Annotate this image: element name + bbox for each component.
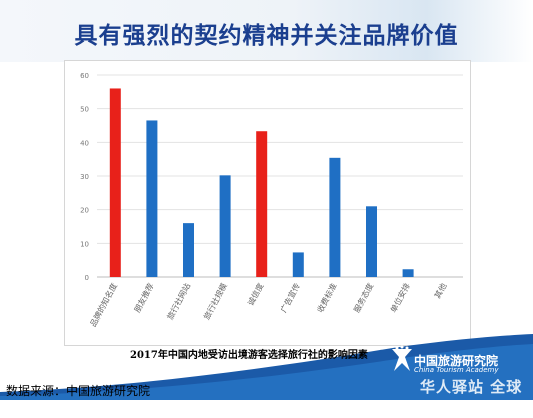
academy-name-en: China Tourism Academy: [414, 366, 499, 374]
y-tick-label: 50: [80, 106, 89, 114]
bar: [146, 120, 158, 277]
bar: [219, 175, 231, 277]
bar: [292, 252, 304, 277]
x-tick-label: 单位安排: [388, 281, 412, 314]
x-tick-label: 品牌的知名度: [88, 281, 119, 328]
y-tick-label: 40: [80, 139, 89, 147]
academy-name-cn: 中国旅游研究院: [414, 354, 499, 368]
x-tick-label: 旅行社规模: [201, 281, 229, 321]
x-tick-label: 诚信度: [245, 281, 265, 307]
y-tick-label: 10: [80, 240, 89, 248]
bar: [402, 269, 414, 277]
chart-caption: 2017年中国内地受访出境游客选择旅行社的影响因素: [130, 350, 368, 361]
bar: [256, 131, 268, 277]
x-tick-label: 收费标准: [315, 281, 339, 314]
page-title: 具有强烈的契约精神并关注品牌价值: [74, 22, 459, 49]
bar: [329, 157, 341, 277]
bar-chart: 0 10 20 30 40 50 60 品牌的知名度 朋友推荐 旅行社网站 旅行社规模 诚信度 广告宣传…: [80, 72, 463, 328]
x-tick-label: 朋友推荐: [132, 281, 156, 314]
y-tick-label: 30: [80, 173, 89, 181]
x-tick-label: 旅行社网站: [165, 281, 193, 321]
header-band: [0, 0, 533, 62]
watermark: 华人驿站 全球通: [420, 378, 523, 417]
data-source: 数据来源：中国旅游研究院: [6, 384, 151, 398]
x-tick-label: 服务态度: [351, 281, 375, 314]
x-tick-label: 广告宣传: [278, 281, 302, 314]
y-tick-label: 20: [80, 207, 89, 215]
y-tick-label: 60: [80, 72, 89, 80]
academy-logo-icon: [392, 345, 412, 371]
x-tick-label: 其他: [432, 281, 448, 300]
y-tick-label: 0: [85, 274, 89, 282]
bar: [109, 88, 121, 277]
chart-frame: 0 10 20 30 40 50 60 品牌的知名度 朋友推荐 旅行社网站 旅行社规模 诚信度 广告宣传…: [64, 60, 471, 346]
bar: [366, 206, 377, 277]
bar: [183, 223, 194, 277]
